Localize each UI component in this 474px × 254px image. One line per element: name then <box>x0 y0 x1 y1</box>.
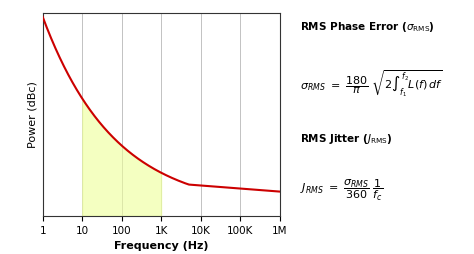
X-axis label: Frequency (Hz): Frequency (Hz) <box>114 241 209 251</box>
Text: $\sigma_\mathit{RMS}\ =\ \dfrac{180}{\pi}\ \sqrt{2\int_{f_1}^{f_2} L(f)\,df}$: $\sigma_\mathit{RMS}\ =\ \dfrac{180}{\pi… <box>300 69 442 99</box>
Text: RMS Jitter ($J_\mathrm{RMS}$): RMS Jitter ($J_\mathrm{RMS}$) <box>300 132 392 146</box>
Text: $J_\mathit{RMS}\ =\ \dfrac{\sigma_\mathit{RMS}}{360}\ \dfrac{1}{f_c}$: $J_\mathit{RMS}\ =\ \dfrac{\sigma_\mathi… <box>300 178 383 203</box>
Text: RMS Phase Error ($\sigma_\mathrm{RMS}$): RMS Phase Error ($\sigma_\mathrm{RMS}$) <box>300 20 434 34</box>
Y-axis label: Power (dBc): Power (dBc) <box>27 81 37 148</box>
